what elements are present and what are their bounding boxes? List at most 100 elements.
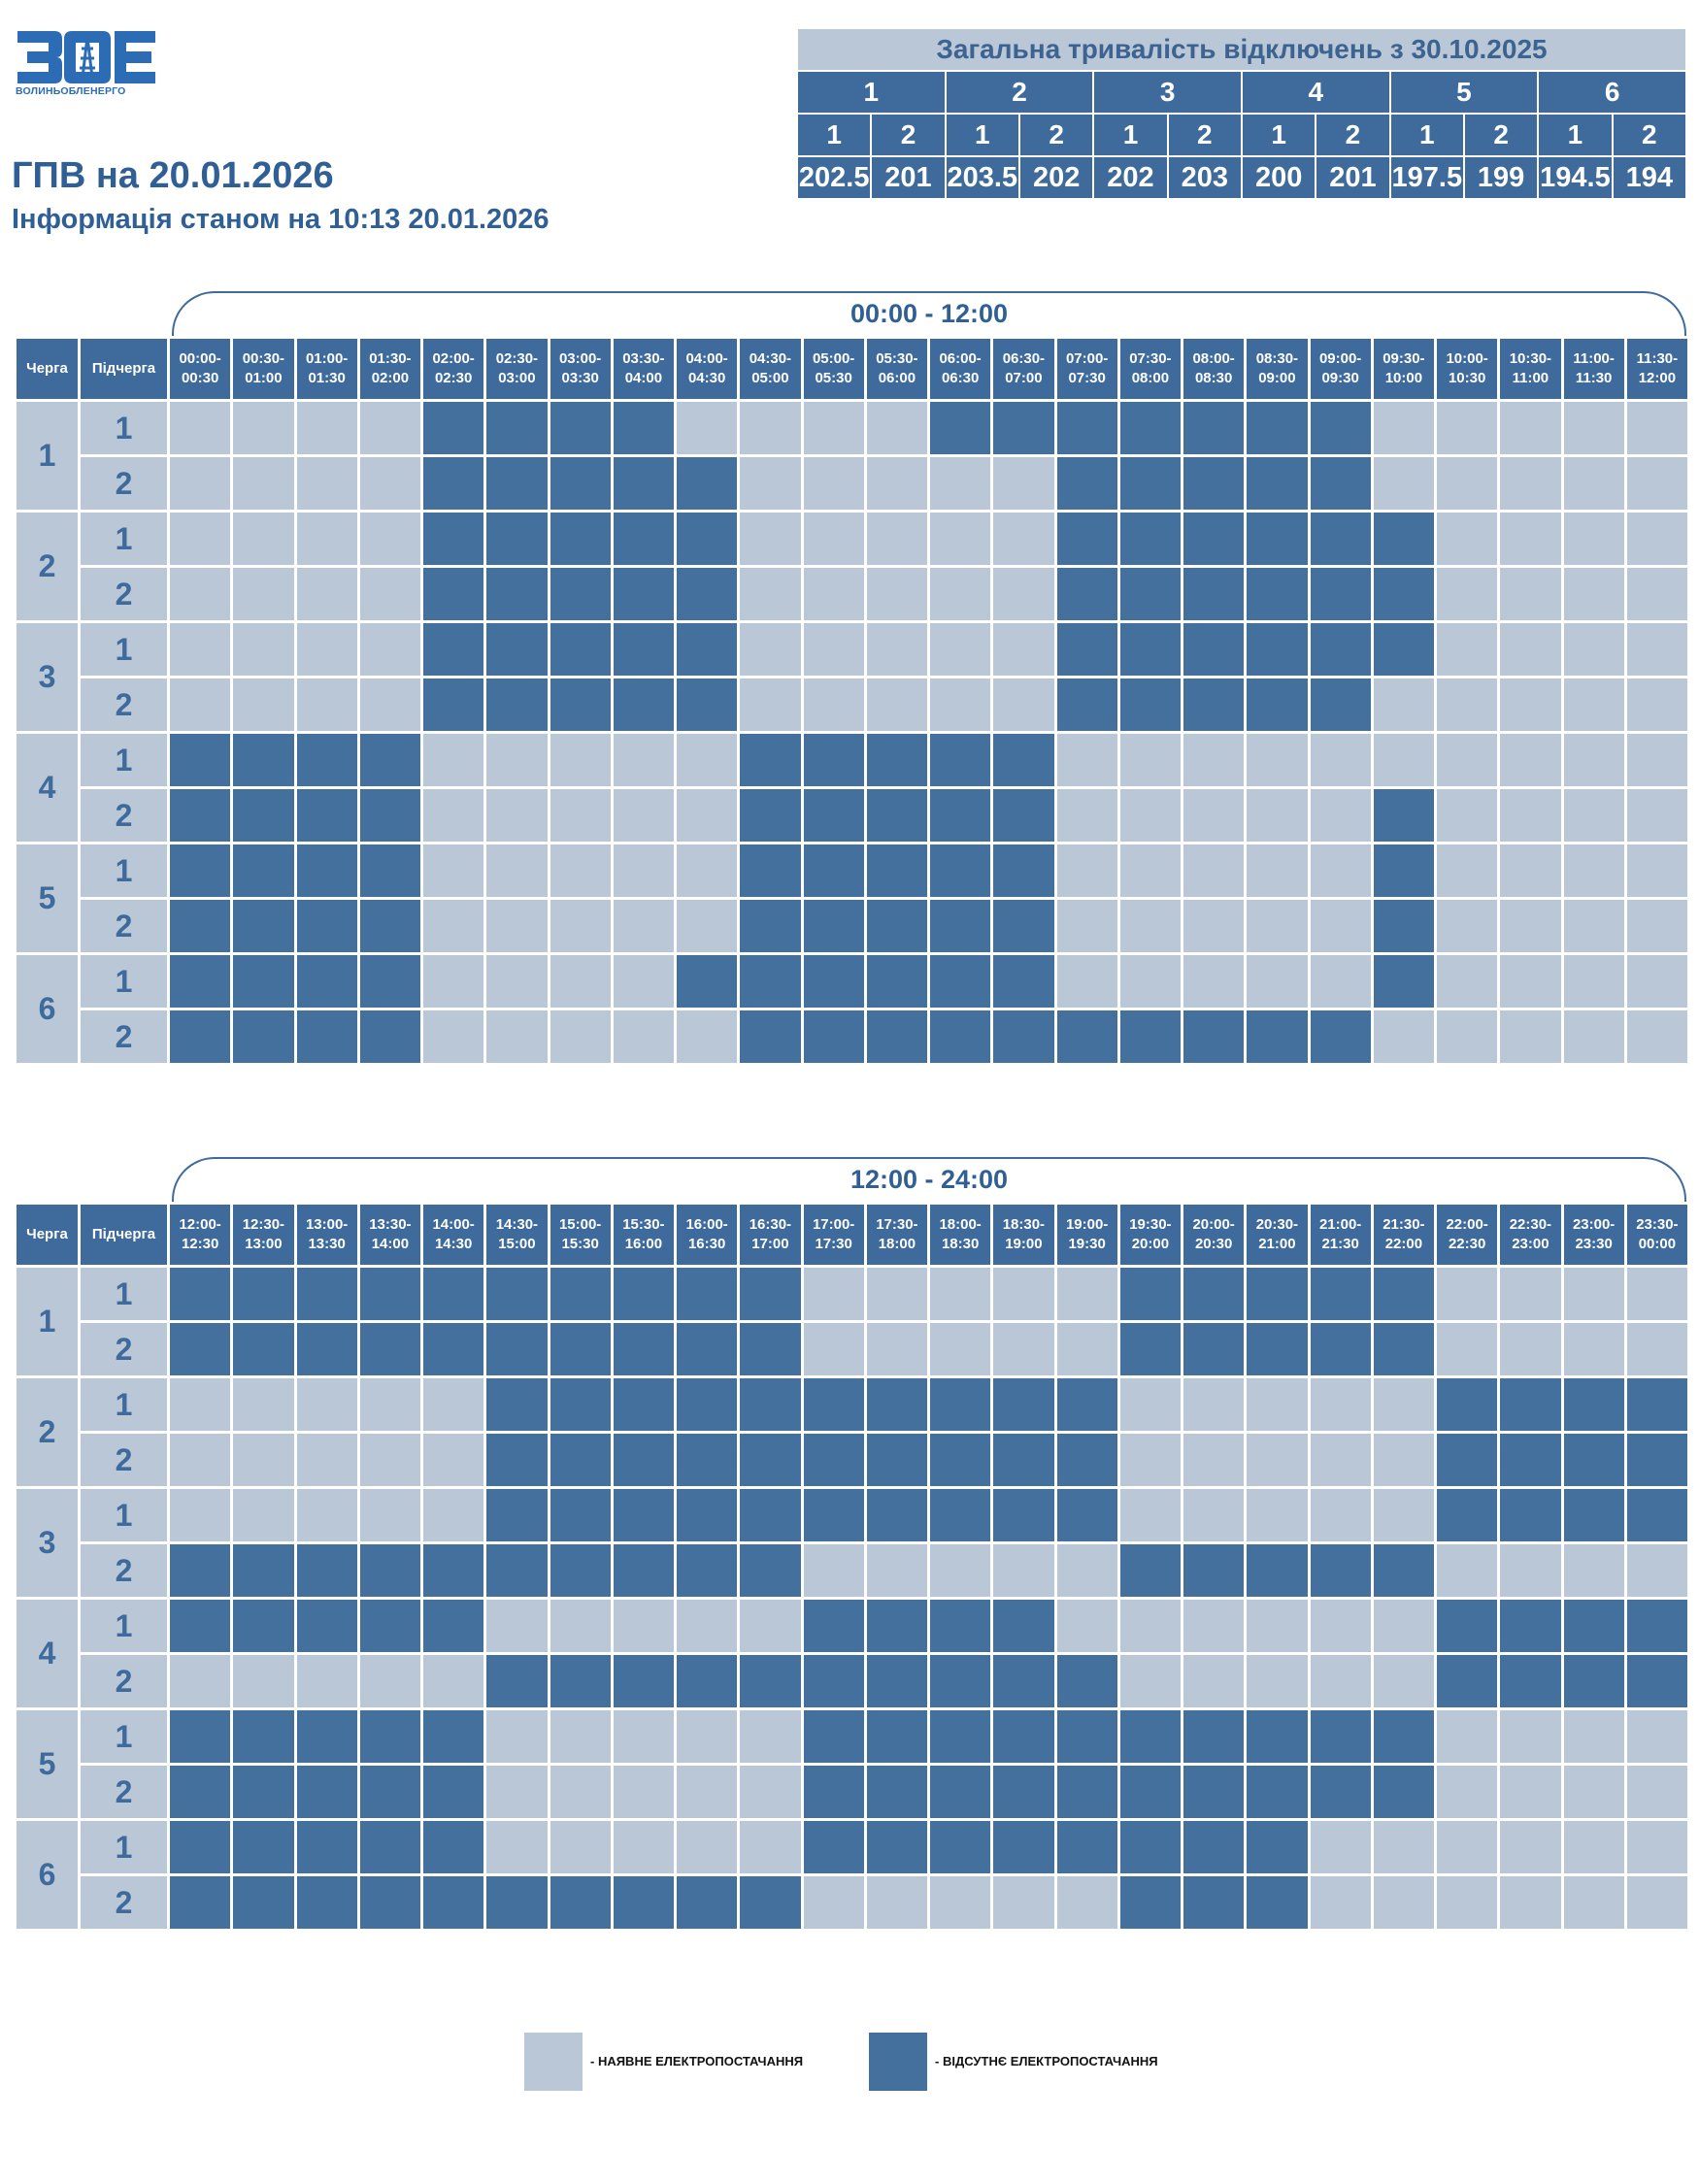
outage-slot — [1116, 1265, 1184, 1323]
power-slot — [863, 1541, 931, 1600]
time-slot-end: 09:30 — [1321, 370, 1359, 386]
summary-subqueue: 1 — [1240, 113, 1317, 157]
outage-slot — [356, 1873, 424, 1932]
outage-slot — [673, 1431, 741, 1489]
power-slot — [1180, 731, 1248, 789]
outage-slot — [1307, 1008, 1374, 1066]
power-slot — [1497, 565, 1564, 623]
outage-slot — [1244, 1873, 1311, 1932]
outage-slot — [1370, 1541, 1438, 1600]
legend-absent-label: - ВІДСУТНЄ ЕЛЕКТРОПОСТАЧАННЯ — [935, 2054, 1158, 2068]
queue-label: 2 — [14, 510, 81, 623]
outage-slot — [926, 1375, 994, 1434]
outage-slot — [800, 1818, 867, 1876]
power-slot — [356, 1652, 424, 1710]
time-slot-start: 17:30- — [876, 1216, 918, 1233]
outage-slot — [673, 952, 741, 1010]
power-slot — [1497, 620, 1564, 678]
outage-slot — [419, 1873, 487, 1932]
outage-slot — [230, 897, 297, 955]
outage-slot — [863, 897, 931, 955]
outage-slot — [1307, 454, 1374, 513]
outage-slot — [293, 1818, 360, 1876]
outage-slot — [737, 731, 804, 789]
outage-slot — [1116, 1707, 1184, 1766]
power-slot — [1116, 1652, 1184, 1710]
power-slot — [610, 842, 678, 900]
outage-slot — [990, 1431, 1057, 1489]
summary-value: 200 — [1240, 155, 1317, 200]
outage-slot — [1116, 1541, 1184, 1600]
power-slot — [1560, 1008, 1627, 1066]
legend: - НАЯВНЕ ЕЛЕКТРОПОСТАЧАННЯ - ВІДСУТНЄ ЕЛ… — [524, 2033, 1204, 2091]
power-slot — [1497, 731, 1564, 789]
power-slot — [230, 454, 297, 513]
outage-slot — [1116, 1763, 1184, 1821]
outage-slot — [166, 952, 234, 1010]
time-slot-header: 08:30- 09:00 — [1244, 336, 1311, 402]
power-slot — [293, 1486, 360, 1544]
power-slot — [1370, 1597, 1438, 1655]
power-slot — [800, 565, 867, 623]
time-slot-start: 07:00- — [1065, 350, 1109, 367]
period-label: 12:00 - 24:00 — [850, 1165, 1009, 1194]
power-slot — [547, 786, 614, 844]
power-slot — [1560, 1763, 1627, 1821]
outage-slot — [1116, 1008, 1184, 1066]
outage-slot — [230, 842, 297, 900]
power-slot — [293, 676, 360, 734]
outage-slot — [1370, 1763, 1438, 1821]
power-slot — [926, 1320, 994, 1378]
time-slot-end: 12:00 — [1638, 370, 1677, 386]
outage-slot — [230, 1763, 297, 1821]
time-slot-end: 18:30 — [941, 1236, 980, 1252]
time-slot-start: 11:00- — [1573, 350, 1615, 367]
outage-slot — [293, 1707, 360, 1766]
outage-slot — [1053, 510, 1120, 568]
outage-slot — [610, 620, 678, 678]
power-slot — [1307, 842, 1374, 900]
power-slot — [610, 1707, 678, 1766]
outage-slot — [737, 786, 804, 844]
power-slot — [1180, 1431, 1248, 1489]
power-slot — [1053, 952, 1120, 1010]
power-slot — [547, 1008, 614, 1066]
outage-slot — [293, 786, 360, 844]
summary-subqueue: 2 — [1611, 113, 1688, 157]
summary-subqueue: 2 — [1315, 113, 1391, 157]
subqueue-label: 2 — [78, 1541, 170, 1600]
time-slot-header: 16:30- 17:00 — [737, 1202, 804, 1268]
power-slot — [1307, 731, 1374, 789]
power-slot — [1433, 1008, 1501, 1066]
power-slot — [230, 1652, 297, 1710]
power-slot — [863, 454, 931, 513]
outage-slot — [230, 1597, 297, 1655]
outage-slot — [800, 1431, 867, 1489]
outage-slot — [356, 731, 424, 789]
outage-slot — [1560, 1652, 1627, 1710]
power-slot — [1433, 454, 1501, 513]
time-slot-end: 01:00 — [245, 370, 283, 386]
summary-value: 199 — [1462, 155, 1540, 200]
time-slot-start: 18:00- — [939, 1216, 982, 1233]
outage-slot — [926, 897, 994, 955]
power-slot — [230, 1486, 297, 1544]
outage-slot — [1053, 399, 1120, 457]
outage-slot — [419, 1597, 487, 1655]
power-slot — [1116, 842, 1184, 900]
time-slot-header: 09:00- 09:30 — [1307, 336, 1374, 402]
outage-slot — [1180, 1818, 1248, 1876]
info-timestamp: Інформація станом на 10:13 20.01.2026 — [12, 204, 550, 235]
power-slot — [230, 510, 297, 568]
outage-slot — [356, 1008, 424, 1066]
outage-duration-summary: Загальна тривалість відключень з 30.10.2… — [795, 27, 1688, 200]
outage-slot — [419, 1763, 487, 1821]
power-slot — [673, 1818, 741, 1876]
outage-slot — [990, 897, 1057, 955]
outage-slot — [1244, 399, 1311, 457]
subqueue-label: 2 — [78, 1652, 170, 1710]
outage-slot — [610, 676, 678, 734]
outage-slot — [610, 399, 678, 457]
outage-slot — [1623, 1597, 1691, 1655]
